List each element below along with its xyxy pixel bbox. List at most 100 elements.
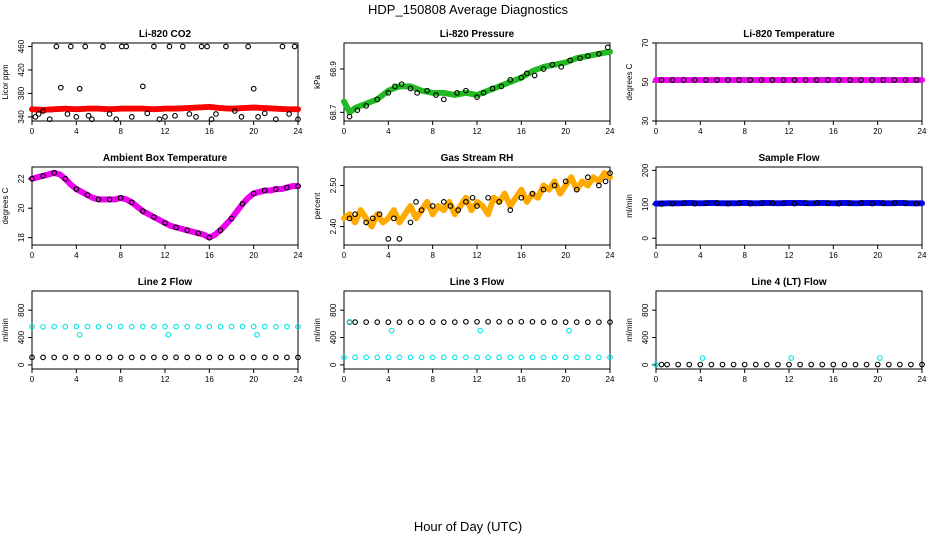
data-point bbox=[675, 361, 682, 368]
x-tick-label: 24 bbox=[606, 251, 615, 260]
y-tick-label: 20 bbox=[17, 203, 26, 212]
x-tick-label: 24 bbox=[918, 251, 927, 260]
figure-title: HDP_150808 Average Diagnostics bbox=[368, 2, 568, 17]
data-point bbox=[385, 89, 392, 96]
data-point bbox=[440, 354, 447, 361]
y-tick-label: 22 bbox=[17, 174, 26, 183]
data-point bbox=[680, 200, 687, 207]
x-tick-label: 4 bbox=[74, 375, 79, 384]
x-tick-label: 4 bbox=[386, 375, 391, 384]
data-point bbox=[46, 116, 53, 123]
x-tick-label: 12 bbox=[473, 251, 482, 260]
data-point bbox=[507, 318, 514, 325]
data-point bbox=[874, 361, 881, 368]
x-axis: 0 4 8 12 16 20 24 bbox=[654, 121, 927, 136]
data-point bbox=[596, 50, 602, 57]
data-point bbox=[524, 70, 530, 77]
data-point bbox=[385, 235, 392, 242]
y-axis: 0 400 800 bbox=[17, 303, 32, 367]
x-tick-label: 8 bbox=[742, 127, 747, 136]
x-tick-label: 12 bbox=[785, 375, 794, 384]
x-tick-label: 24 bbox=[918, 127, 927, 136]
chart-title: Li-820 Temperature bbox=[743, 29, 835, 40]
x-tick-label: 4 bbox=[386, 251, 391, 260]
x-tick-label: 4 bbox=[74, 127, 79, 136]
data-point bbox=[496, 318, 503, 325]
data-point bbox=[919, 200, 926, 207]
data-point bbox=[540, 186, 547, 193]
data-point bbox=[255, 114, 261, 120]
y-axis-label: percent bbox=[313, 192, 322, 219]
data-point bbox=[179, 43, 186, 50]
data-point bbox=[584, 174, 591, 181]
y-tick-label: 400 bbox=[329, 330, 338, 344]
data-point bbox=[880, 77, 887, 83]
data-point bbox=[469, 194, 476, 201]
x-tick-label: 20 bbox=[873, 127, 882, 136]
data-point bbox=[217, 354, 224, 361]
x-axis: 0 4 8 12 16 20 24 bbox=[654, 369, 927, 384]
data-point bbox=[40, 324, 46, 330]
plot-frame bbox=[31, 166, 299, 246]
x-axis: 0 4 8 12 16 20 24 bbox=[30, 121, 303, 136]
data-series bbox=[653, 355, 883, 368]
data-point bbox=[725, 77, 731, 83]
data-point bbox=[802, 77, 809, 83]
data-point bbox=[113, 116, 120, 123]
x-tick-label: 8 bbox=[118, 375, 123, 384]
data-point bbox=[261, 354, 268, 361]
data-point bbox=[919, 77, 926, 84]
x-tick-label: 12 bbox=[473, 127, 482, 136]
data-point bbox=[584, 53, 591, 59]
x-axis: 0 4 8 12 16 20 24 bbox=[342, 121, 615, 136]
data-point bbox=[363, 319, 370, 325]
data-point bbox=[352, 354, 358, 361]
data-point bbox=[596, 354, 602, 361]
data-point bbox=[184, 354, 191, 361]
data-point bbox=[396, 319, 403, 325]
data-series bbox=[32, 43, 301, 123]
x-tick-label: 16 bbox=[205, 127, 214, 136]
data-series bbox=[341, 318, 613, 361]
y-tick-label: 200 bbox=[641, 163, 650, 177]
x-tick-label: 20 bbox=[249, 251, 258, 260]
data-point bbox=[106, 111, 113, 117]
x-tick-label: 12 bbox=[785, 251, 794, 260]
x-tick-label: 8 bbox=[430, 251, 435, 260]
data-point bbox=[238, 114, 245, 120]
data-point bbox=[286, 111, 292, 117]
data-point bbox=[477, 327, 484, 334]
chart-panel: Line 3 Flow ml/min 0 4 8 12 16 20 24 0 400 800 bbox=[313, 277, 615, 384]
data-point bbox=[708, 361, 715, 368]
data-point bbox=[763, 361, 770, 368]
data-point bbox=[128, 323, 135, 330]
data-point bbox=[847, 77, 853, 83]
data-point bbox=[507, 354, 514, 361]
data-point bbox=[407, 354, 414, 361]
plot-frame bbox=[343, 290, 611, 370]
chart-title: Line 4 (LT) Flow bbox=[751, 277, 827, 288]
data-point bbox=[558, 63, 565, 70]
data-point bbox=[463, 199, 469, 205]
x-tick-label: 20 bbox=[561, 375, 570, 384]
data-point bbox=[714, 77, 720, 83]
x-tick-label: 20 bbox=[561, 251, 570, 260]
data-point bbox=[295, 354, 301, 361]
data-point bbox=[95, 354, 102, 361]
data-point bbox=[272, 186, 279, 192]
data-point bbox=[206, 234, 213, 241]
data-point bbox=[284, 184, 290, 191]
data-series bbox=[653, 199, 926, 207]
data-point bbox=[223, 43, 229, 50]
data-point bbox=[919, 361, 925, 368]
y-tick-label: 68.9 bbox=[329, 61, 338, 77]
y-tick-label: 800 bbox=[641, 303, 650, 317]
data-point bbox=[841, 361, 848, 368]
y-axis-label: degrees C bbox=[1, 187, 10, 224]
data-point bbox=[697, 361, 704, 368]
data-point bbox=[788, 355, 795, 361]
data-point bbox=[607, 354, 613, 361]
x-tick-label: 8 bbox=[742, 251, 747, 260]
x-tick-label: 20 bbox=[561, 127, 570, 136]
data-point bbox=[529, 354, 536, 361]
